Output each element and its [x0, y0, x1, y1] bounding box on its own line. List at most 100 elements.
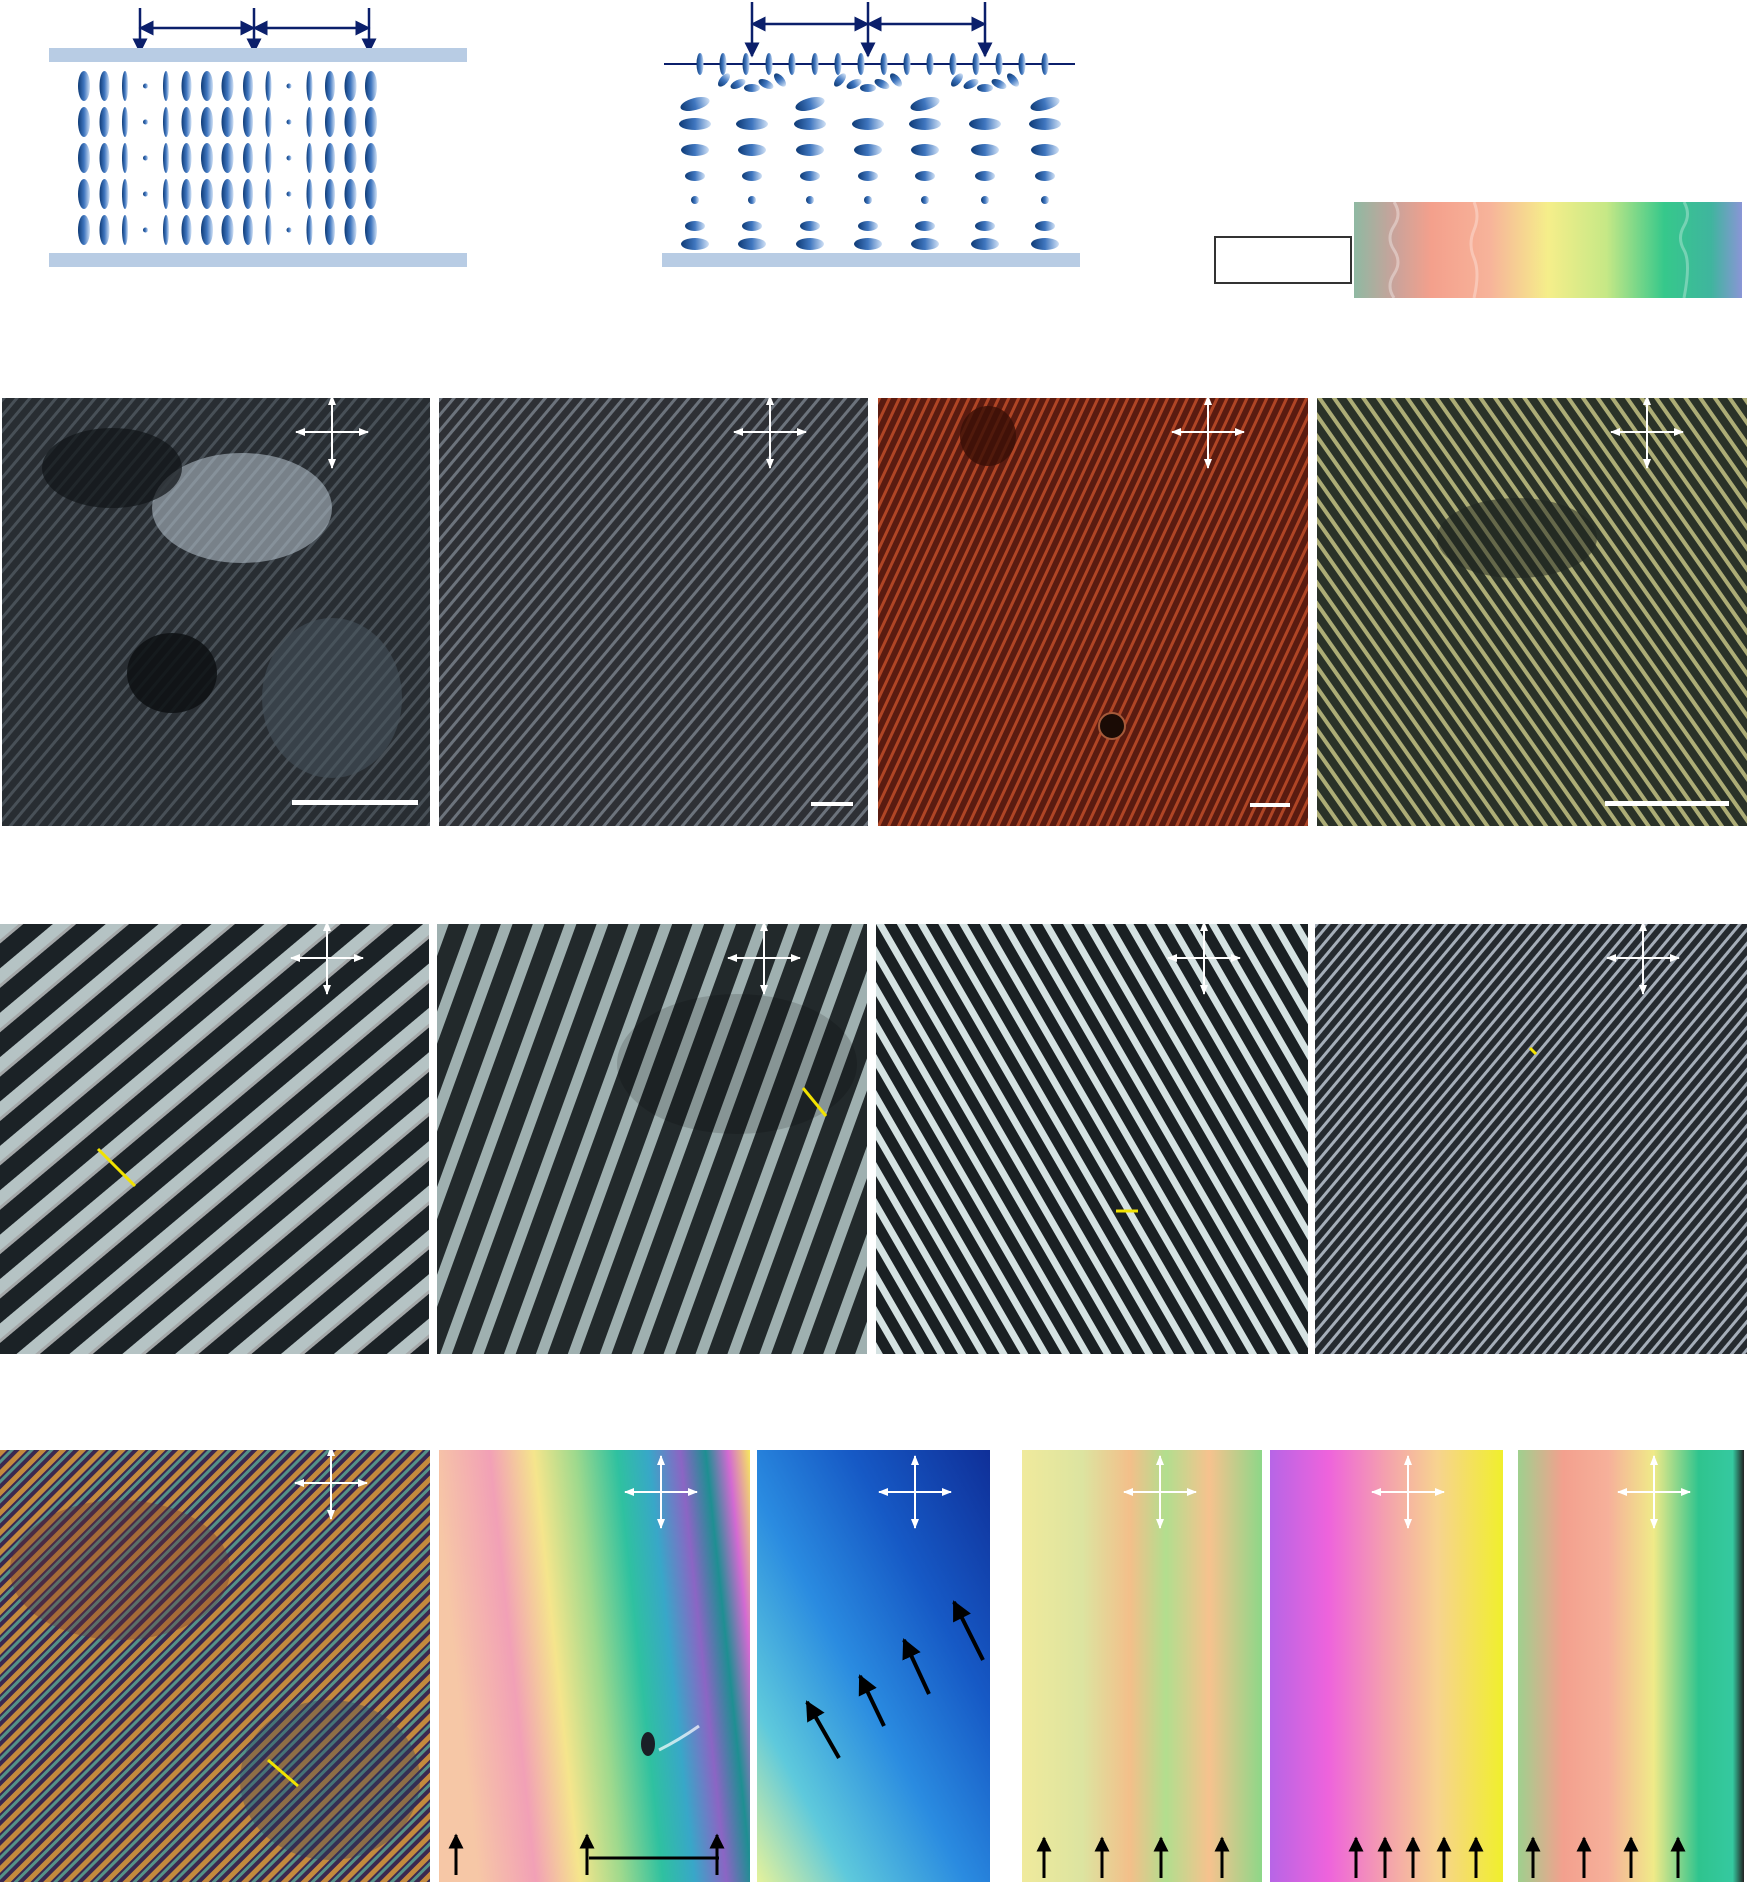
director-ellipse: [201, 179, 213, 209]
director-ellipse: [99, 179, 110, 209]
director-ellipse: [926, 53, 934, 75]
director-ellipse: [910, 97, 940, 111]
director-ellipse: [344, 143, 357, 173]
director-ellipse: [971, 238, 999, 250]
director-ellipse: [748, 196, 756, 204]
director-ellipse: [742, 171, 762, 181]
director-ellipse: [890, 73, 902, 87]
director-ellipse: [718, 73, 730, 87]
scale-bar-icon: [292, 800, 418, 805]
crossed-polarizers-icon: [730, 392, 810, 472]
director-ellipse: [306, 179, 313, 209]
director-ellipse: [365, 143, 377, 173]
director-ellipse: [265, 107, 272, 137]
director-ellipse: [99, 71, 110, 101]
director-ellipse: [286, 227, 292, 233]
director-ellipse: [344, 71, 357, 101]
director-ellipse: [685, 221, 705, 231]
director-ellipse: [738, 144, 766, 156]
director-ellipse: [78, 71, 90, 101]
director-ellipse: [201, 71, 213, 101]
crossed-polarizers-icon: [1607, 392, 1687, 472]
director-ellipse: [143, 155, 148, 161]
director-ellipse: [811, 53, 819, 75]
director-ellipse: [834, 73, 846, 87]
director-ellipse: [774, 73, 786, 87]
director-ellipse: [911, 144, 939, 156]
director-ellipse: [99, 215, 110, 245]
micrograph-r2-3: [876, 924, 1308, 1354]
micrograph-r1-1: [2, 398, 430, 826]
director-ellipse: [221, 215, 234, 245]
director-ellipse: [143, 119, 148, 125]
director-ellipse: [1035, 171, 1055, 181]
director-ellipse: [730, 79, 746, 89]
director-ellipse: [736, 118, 768, 130]
director-ellipse: [265, 143, 272, 173]
director-ellipse: [975, 171, 995, 181]
director-ellipse: [143, 83, 148, 89]
director-ellipse: [181, 71, 192, 101]
director-ellipse: [1007, 73, 1019, 87]
director-ellipse: [796, 144, 824, 156]
director-ellipse: [915, 171, 935, 181]
crossed-polarizers-icon: [1120, 1452, 1200, 1532]
director-ellipse: [163, 107, 169, 137]
crossed-polarizers-icon: [724, 918, 804, 998]
director-ellipse: [325, 107, 335, 137]
crossed-polarizers-icon: [291, 1443, 371, 1523]
director-ellipse: [903, 53, 911, 75]
director-ellipse: [1018, 53, 1026, 75]
micrograph-r3-5: [1270, 1450, 1503, 1882]
director-ellipse: [738, 238, 766, 250]
director-ellipse: [122, 107, 128, 137]
crossed-polarizers-icon: [1368, 1452, 1448, 1532]
director-ellipse: [201, 107, 213, 137]
director-ellipse: [181, 107, 192, 137]
director-ellipse: [685, 171, 705, 181]
director-ellipse: [834, 53, 842, 75]
director-ellipse: [365, 215, 377, 245]
director-ellipse: [915, 221, 935, 231]
director-ellipse: [857, 53, 865, 75]
director-ellipse: [696, 53, 704, 75]
director-ellipse: [143, 227, 148, 233]
director-ellipse: [795, 97, 825, 111]
director-ellipse: [880, 53, 888, 75]
director-ellipse: [874, 79, 890, 89]
micrograph-r2-1: [0, 924, 429, 1354]
director-ellipse: [344, 107, 357, 137]
surface-anchored-helix-schematic: [660, 0, 1080, 275]
director-ellipse: [306, 143, 313, 173]
director-ellipse: [221, 71, 234, 101]
crossed-polarizers-icon: [1603, 918, 1683, 998]
director-ellipse: [909, 118, 941, 130]
director-ellipse: [306, 71, 313, 101]
color-strip: [1354, 202, 1742, 298]
micrograph-r3-1: [0, 1450, 430, 1882]
director-ellipse: [163, 215, 169, 245]
director-ellipse: [265, 71, 272, 101]
director-ellipse: [365, 71, 377, 101]
director-ellipse: [78, 107, 90, 137]
crossed-polarizers-icon: [1168, 392, 1248, 472]
director-ellipse: [1041, 196, 1049, 204]
strip-label-box: [1214, 236, 1352, 284]
director-ellipse: [681, 144, 709, 156]
director-ellipse: [365, 179, 377, 209]
crossed-polarizers-icon: [292, 392, 372, 472]
micrograph-r1-4: [1317, 398, 1747, 826]
director-ellipse: [143, 191, 148, 197]
micrograph-r1-2: [439, 398, 868, 826]
director-ellipse: [854, 144, 882, 156]
crossed-polarizers-icon: [1164, 918, 1244, 998]
director-ellipse: [852, 118, 884, 130]
director-ellipse: [325, 143, 335, 173]
director-ellipse: [325, 179, 335, 209]
director-ellipse: [306, 215, 313, 245]
director-ellipse: [265, 215, 272, 245]
director-ellipse: [221, 179, 234, 209]
director-ellipse: [181, 143, 192, 173]
director-ellipse: [1029, 118, 1061, 130]
director-ellipse: [201, 143, 213, 173]
